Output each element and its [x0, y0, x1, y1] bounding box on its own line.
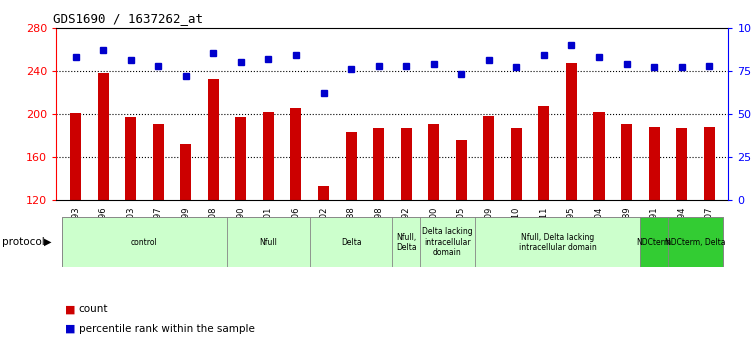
Bar [538, 106, 550, 200]
Text: ▶: ▶ [44, 237, 51, 247]
Text: control: control [131, 238, 158, 247]
Bar [649, 127, 659, 200]
Bar [593, 112, 605, 200]
Text: count: count [79, 304, 108, 314]
Bar [309, 217, 393, 267]
Text: Nfull: Nfull [260, 238, 277, 247]
Bar [318, 186, 329, 200]
Text: GDS1690 / 1637262_at: GDS1690 / 1637262_at [53, 12, 203, 25]
Bar [291, 108, 301, 200]
Bar [393, 217, 420, 267]
Bar [373, 128, 384, 200]
Bar [676, 128, 687, 200]
Bar [704, 127, 715, 200]
Bar [566, 63, 577, 200]
Bar [456, 140, 467, 200]
Bar [62, 217, 227, 267]
Text: protocol: protocol [2, 237, 44, 247]
Bar [475, 217, 641, 267]
Text: ■: ■ [65, 324, 76, 334]
Bar [208, 79, 219, 200]
Bar [125, 117, 136, 200]
Bar [428, 124, 439, 200]
Bar [263, 112, 274, 200]
Text: NDCterm: NDCterm [637, 238, 671, 247]
Bar [484, 116, 494, 200]
Bar [511, 128, 522, 200]
Bar [401, 128, 412, 200]
Bar [227, 217, 309, 267]
Text: Nfull,
Delta: Nfull, Delta [396, 233, 417, 252]
Text: ■: ■ [65, 304, 76, 314]
Text: percentile rank within the sample: percentile rank within the sample [79, 324, 255, 334]
Bar [152, 124, 164, 200]
Text: Delta lacking
intracellular
domain: Delta lacking intracellular domain [422, 227, 473, 257]
Bar [180, 144, 192, 200]
Bar [668, 217, 723, 267]
Text: Delta: Delta [341, 238, 361, 247]
Text: Nfull, Delta lacking
intracellular domain: Nfull, Delta lacking intracellular domai… [519, 233, 596, 252]
Bar [98, 73, 109, 200]
Bar [70, 113, 81, 200]
Bar [641, 217, 668, 267]
Text: NDCterm, Delta: NDCterm, Delta [665, 238, 725, 247]
Bar [621, 124, 632, 200]
Bar [345, 132, 357, 200]
Bar [420, 217, 475, 267]
Bar [235, 117, 246, 200]
